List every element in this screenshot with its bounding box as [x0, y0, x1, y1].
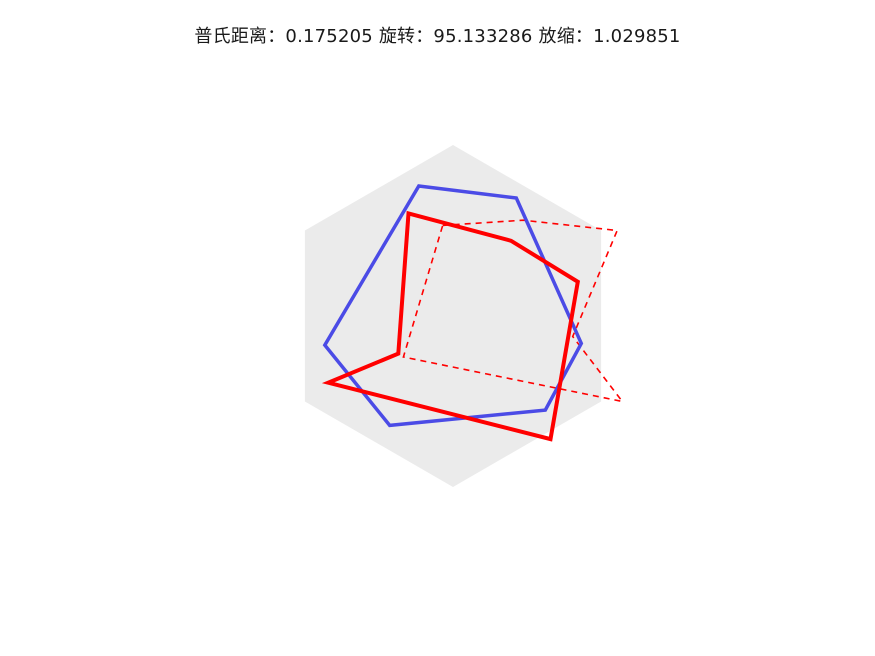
shapes-layer	[321, 184, 625, 442]
shape-dashed-red	[402, 219, 625, 403]
reference-hexagon	[304, 145, 602, 487]
figure-title: 普氏距离：0.175205 旋转：95.133286 放缩：1.029851	[194, 26, 681, 47]
hexagon-layer	[304, 145, 602, 487]
shape-solid-red	[321, 210, 581, 442]
shape-solid-blue	[322, 184, 584, 428]
